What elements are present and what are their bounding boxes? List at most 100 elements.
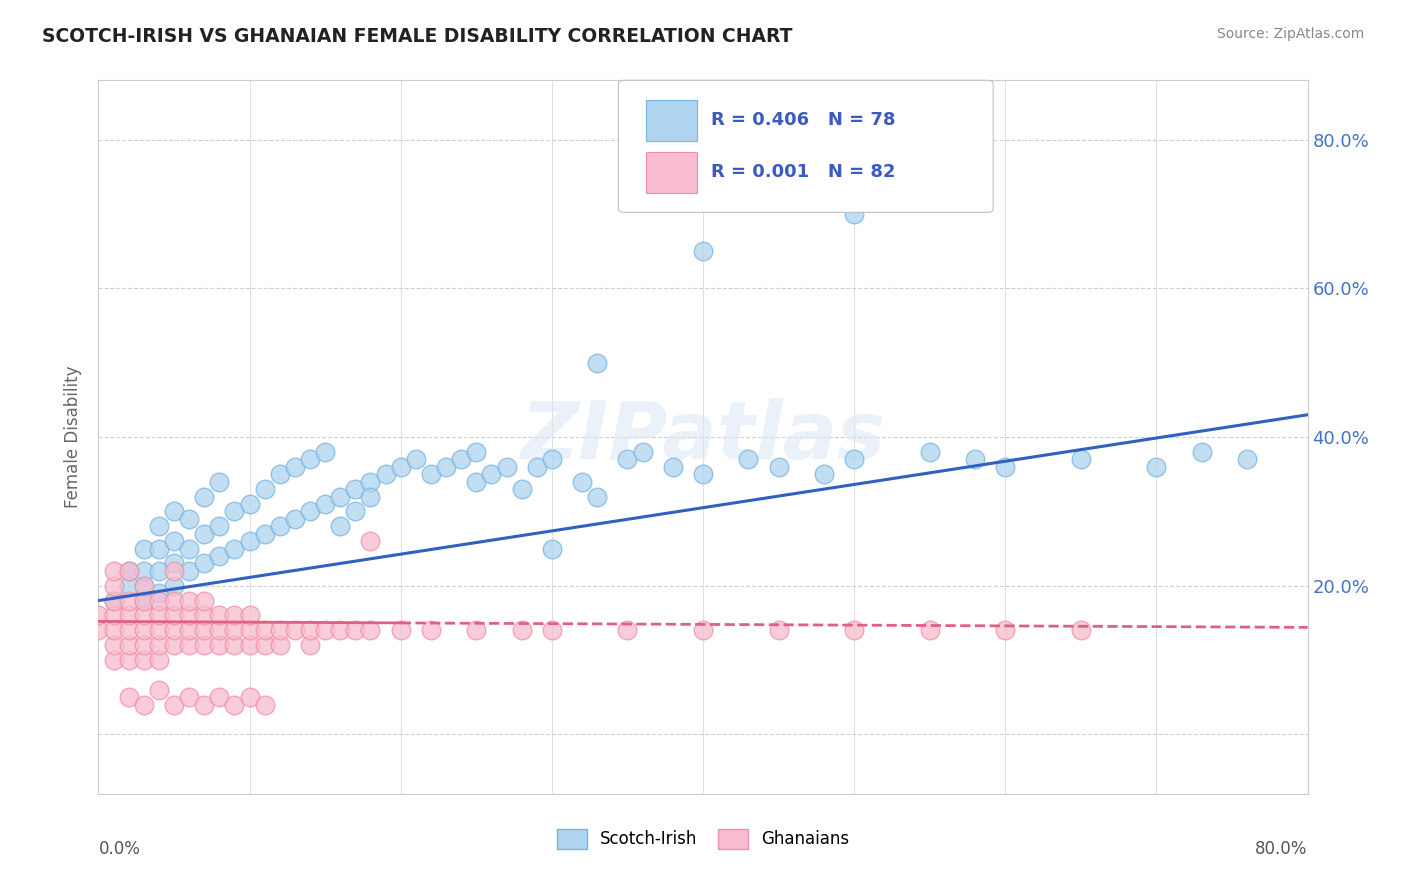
Point bbox=[193, 526, 215, 541]
Point bbox=[148, 586, 170, 600]
Point bbox=[118, 564, 141, 578]
Point bbox=[132, 638, 155, 652]
Point bbox=[692, 244, 714, 259]
Point bbox=[239, 624, 262, 638]
Point bbox=[299, 504, 322, 518]
Point bbox=[208, 608, 231, 623]
Point bbox=[239, 690, 262, 705]
Point bbox=[163, 638, 186, 652]
Point bbox=[208, 624, 231, 638]
Point bbox=[1070, 452, 1092, 467]
Point bbox=[179, 608, 201, 623]
Point bbox=[844, 207, 866, 221]
Point bbox=[1236, 452, 1258, 467]
Point bbox=[314, 624, 336, 638]
Point bbox=[253, 624, 276, 638]
Point bbox=[299, 452, 322, 467]
Point bbox=[132, 579, 155, 593]
Point bbox=[360, 475, 382, 489]
Point bbox=[118, 653, 141, 667]
Point bbox=[103, 593, 125, 607]
Point bbox=[586, 490, 609, 504]
Point bbox=[1191, 445, 1213, 459]
Point bbox=[360, 624, 382, 638]
Point bbox=[148, 682, 170, 697]
Point bbox=[179, 564, 201, 578]
Point bbox=[103, 579, 125, 593]
Point bbox=[163, 579, 186, 593]
Point bbox=[118, 690, 141, 705]
Point bbox=[132, 564, 155, 578]
Point bbox=[118, 624, 141, 638]
Point bbox=[179, 690, 201, 705]
Point bbox=[103, 624, 125, 638]
Point bbox=[481, 467, 503, 482]
Point bbox=[253, 526, 276, 541]
Point bbox=[208, 549, 231, 563]
Point bbox=[132, 541, 155, 556]
Point bbox=[631, 445, 654, 459]
Point bbox=[314, 497, 336, 511]
Point bbox=[465, 445, 488, 459]
Point bbox=[163, 504, 186, 518]
Point bbox=[420, 624, 443, 638]
Point bbox=[540, 624, 562, 638]
Point bbox=[450, 452, 472, 467]
Point bbox=[510, 624, 533, 638]
FancyBboxPatch shape bbox=[647, 100, 697, 141]
Point bbox=[389, 459, 412, 474]
Point bbox=[465, 624, 488, 638]
Y-axis label: Female Disability: Female Disability bbox=[65, 366, 83, 508]
Point bbox=[163, 564, 186, 578]
Point bbox=[571, 475, 593, 489]
Point bbox=[193, 638, 215, 652]
Point bbox=[1070, 624, 1092, 638]
Point bbox=[179, 624, 201, 638]
Point bbox=[103, 653, 125, 667]
Point bbox=[224, 624, 246, 638]
Point bbox=[193, 593, 215, 607]
Point bbox=[132, 593, 155, 607]
FancyBboxPatch shape bbox=[619, 80, 993, 212]
Point bbox=[163, 593, 186, 607]
Point bbox=[163, 698, 186, 712]
Point bbox=[148, 541, 170, 556]
Point bbox=[193, 608, 215, 623]
Point bbox=[284, 459, 307, 474]
Point bbox=[344, 482, 367, 496]
Point bbox=[224, 504, 246, 518]
Point bbox=[253, 482, 276, 496]
Point bbox=[586, 356, 609, 370]
Point bbox=[994, 459, 1017, 474]
Point bbox=[148, 638, 170, 652]
Text: R = 0.406   N = 78: R = 0.406 N = 78 bbox=[711, 112, 896, 129]
Point bbox=[299, 638, 322, 652]
Point bbox=[329, 490, 352, 504]
Point bbox=[269, 519, 291, 533]
Point bbox=[208, 690, 231, 705]
Text: 0.0%: 0.0% bbox=[98, 840, 141, 858]
Point bbox=[389, 624, 412, 638]
Point bbox=[224, 608, 246, 623]
Point bbox=[344, 624, 367, 638]
Point bbox=[148, 519, 170, 533]
Point bbox=[163, 608, 186, 623]
Point bbox=[965, 452, 987, 467]
Point bbox=[344, 504, 367, 518]
Point bbox=[918, 624, 941, 638]
Point bbox=[540, 452, 562, 467]
Point bbox=[692, 467, 714, 482]
Point bbox=[179, 541, 201, 556]
Point bbox=[269, 467, 291, 482]
Point bbox=[179, 638, 201, 652]
Point bbox=[360, 490, 382, 504]
Point bbox=[148, 593, 170, 607]
Point bbox=[118, 593, 141, 607]
Point bbox=[239, 608, 262, 623]
Point bbox=[208, 519, 231, 533]
Point bbox=[299, 624, 322, 638]
Point bbox=[132, 593, 155, 607]
Point bbox=[193, 698, 215, 712]
Text: 80.0%: 80.0% bbox=[1256, 840, 1308, 858]
Point bbox=[420, 467, 443, 482]
